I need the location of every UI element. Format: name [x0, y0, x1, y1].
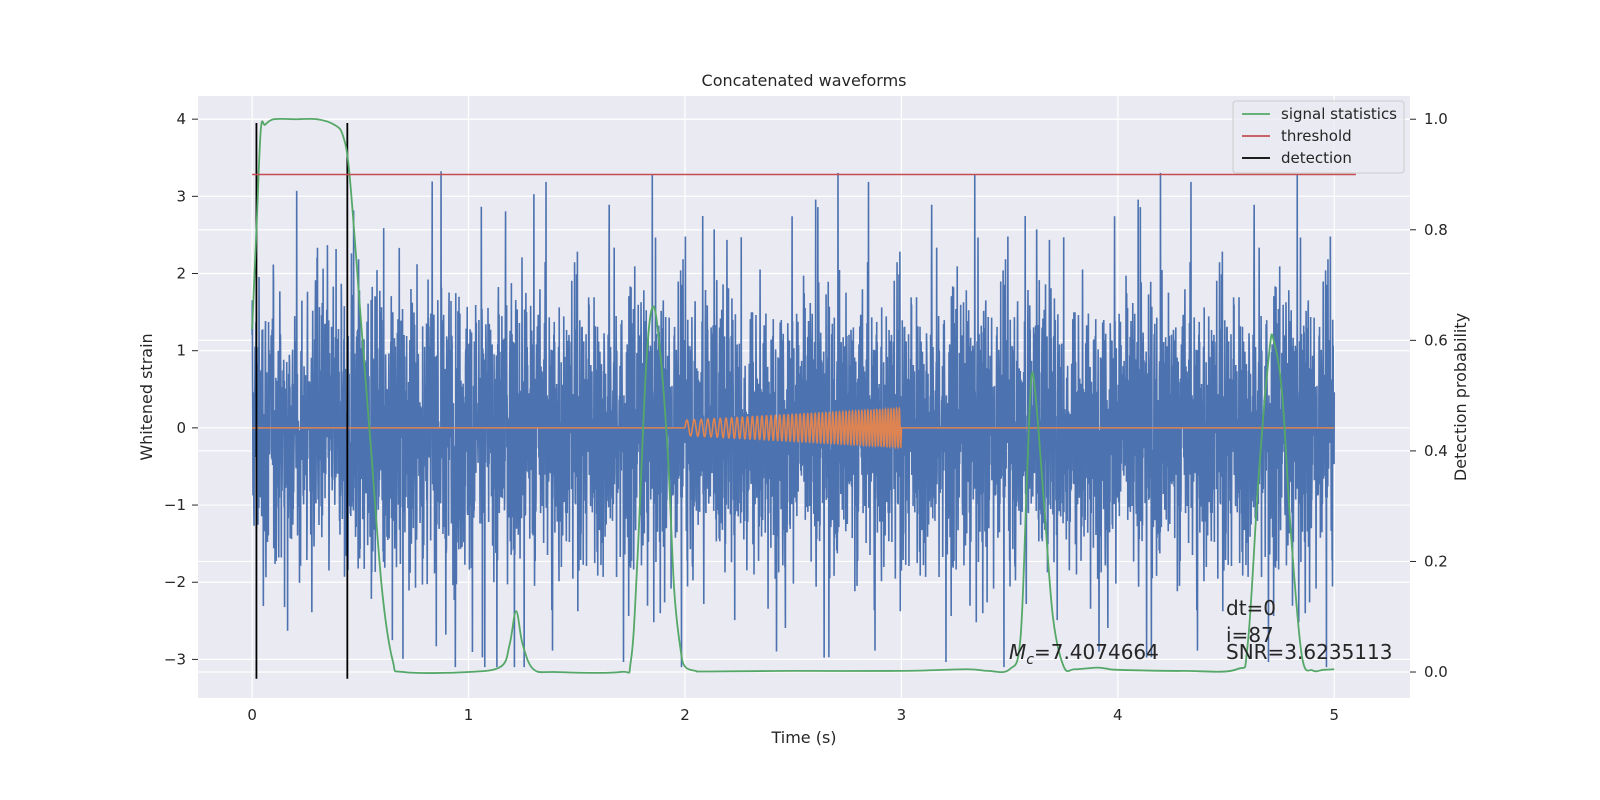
- y2-tick-label: 0.8: [1424, 221, 1448, 239]
- x-tick-label: 2: [680, 706, 690, 724]
- y2-axis-ticks: 0.0 0.2 0.4 0.6 0.8 1.0: [1410, 110, 1448, 681]
- y2-tick-label: 1.0: [1424, 110, 1448, 128]
- signal-statistics-series: [251, 117, 1335, 674]
- y-tick-label: 3: [176, 187, 186, 205]
- y-tick-label: 2: [176, 265, 186, 283]
- y-axis-ticks: −3 −2 −1 0 1 2 3 4: [164, 110, 198, 668]
- y-tick-label: 1: [176, 342, 186, 360]
- y-tick-label: 0: [176, 419, 186, 437]
- y-axis-label: Whitened strain: [137, 333, 156, 460]
- x-tick-label: 5: [1329, 706, 1339, 724]
- y2-tick-label: 0.2: [1424, 552, 1448, 570]
- annotation-dt: dt=0: [1226, 596, 1276, 620]
- y2-axis-label: Detection probability: [1451, 313, 1470, 481]
- x-tick-label: 4: [1113, 706, 1123, 724]
- y2-tick-label: 0.4: [1424, 442, 1448, 460]
- annotation-i: i=87: [1226, 623, 1274, 647]
- x-axis-ticks: 0 1 2 3 4 5: [247, 706, 1339, 724]
- legend: signal statistics threshold detection: [1232, 100, 1405, 174]
- annotation-snr: SNR=3.6235113: [1226, 640, 1392, 664]
- template-waveform-series: [252, 405, 1335, 450]
- y2-tick-label: 0.6: [1424, 331, 1448, 349]
- legend-box: [1232, 100, 1405, 174]
- x-tick-label: 3: [897, 706, 907, 724]
- x-tick-label: 0: [247, 706, 257, 724]
- whitened-strain-series: [251, 171, 1336, 668]
- legend-label-threshold: threshold: [1281, 127, 1352, 145]
- x-axis-label: Time (s): [770, 728, 836, 747]
- y-tick-label: −1: [164, 496, 186, 514]
- x-tick-label: 1: [464, 706, 474, 724]
- legend-label-statistics: signal statistics: [1281, 105, 1397, 123]
- legend-label-detection: detection: [1281, 149, 1352, 167]
- y-tick-label: 4: [176, 110, 186, 128]
- y-tick-label: −2: [164, 573, 186, 591]
- y2-tick-label: 0.0: [1424, 663, 1448, 681]
- annotation-mc: Mc=7.4074664: [1009, 640, 1159, 668]
- chart-title: Concatenated waveforms: [702, 71, 907, 90]
- y-tick-label: −3: [164, 650, 186, 668]
